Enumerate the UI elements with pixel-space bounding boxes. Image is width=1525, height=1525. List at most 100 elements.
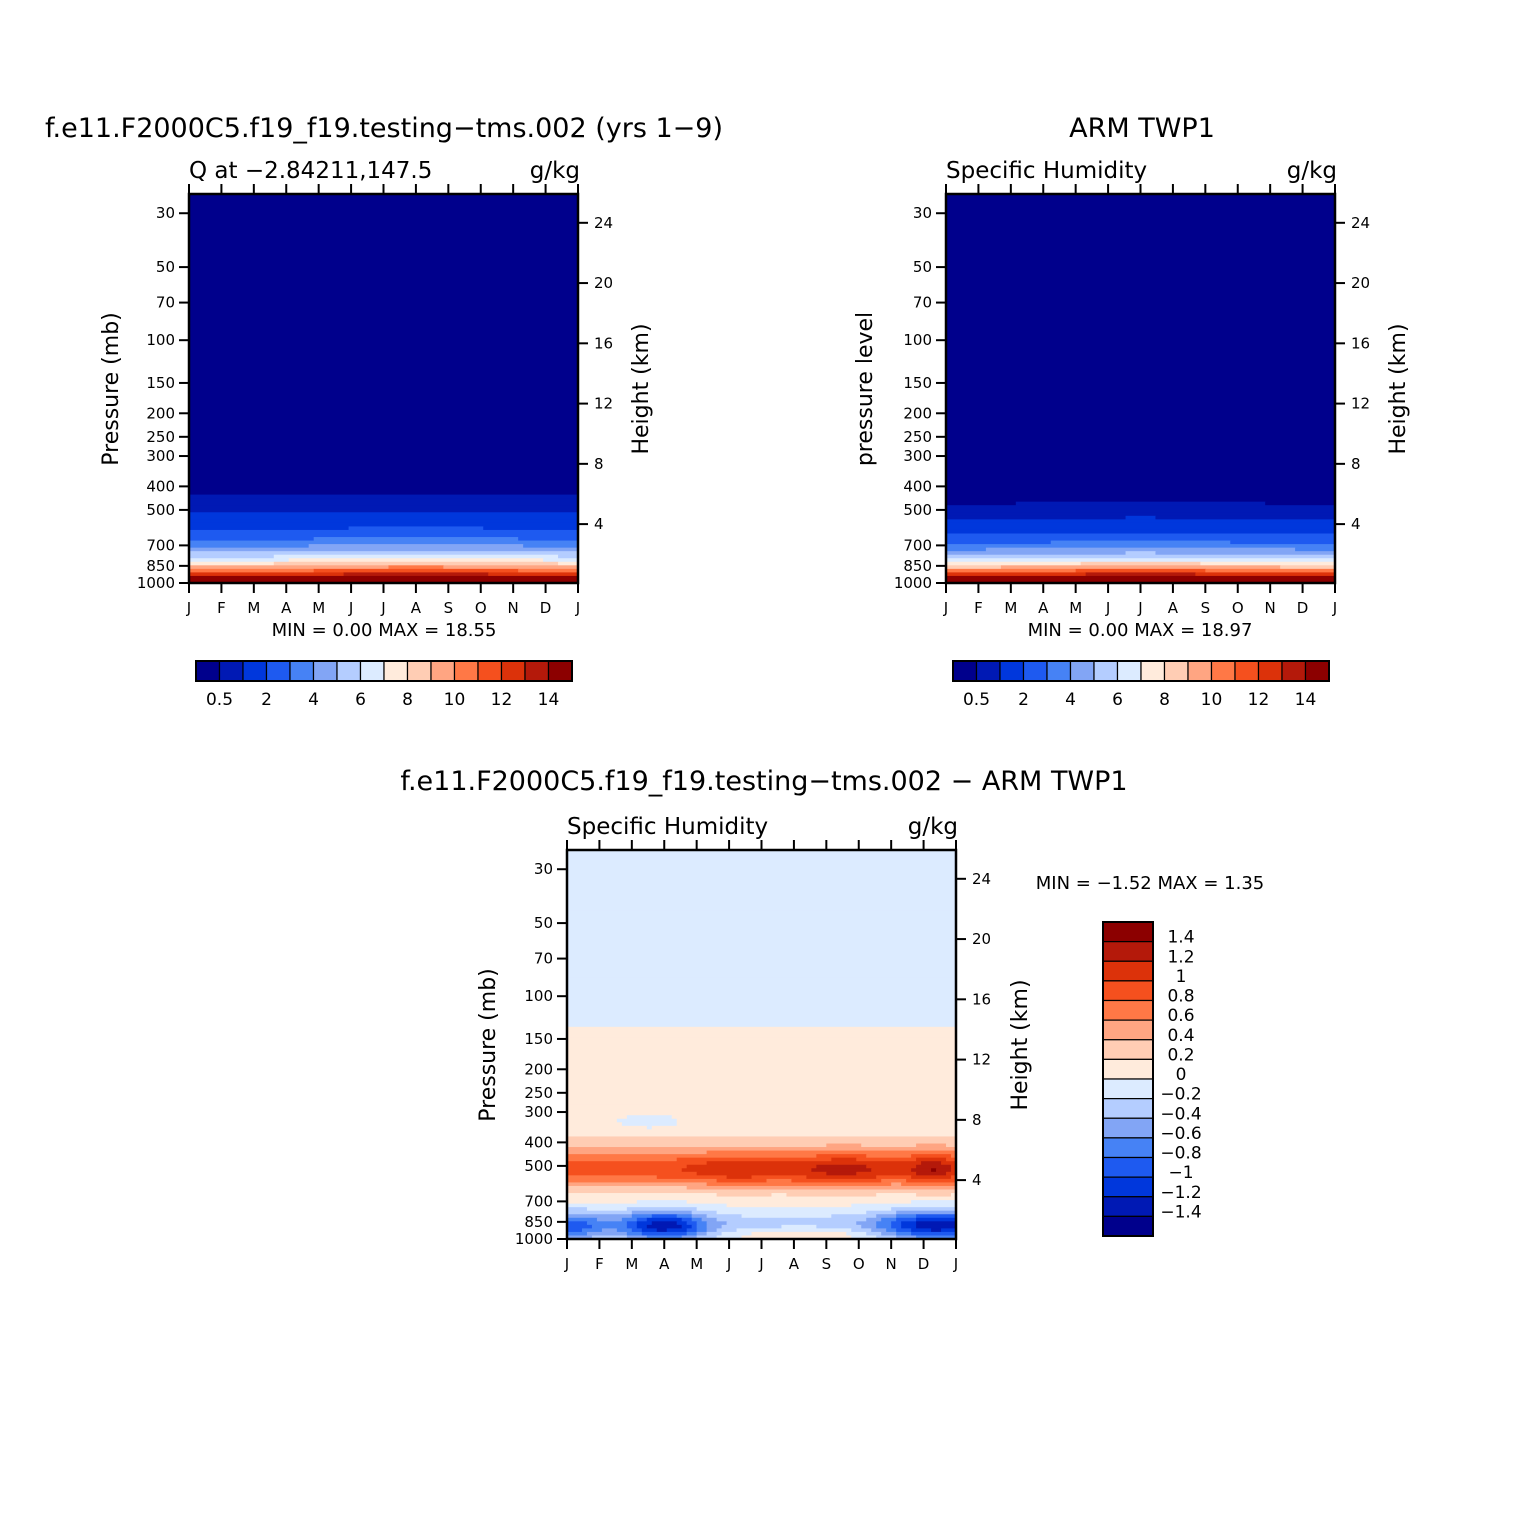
field-cell [911, 1200, 957, 1205]
field-cell [567, 1097, 957, 1102]
field-cell [567, 1196, 957, 1201]
field-cell [946, 1157, 957, 1162]
field-cell [189, 257, 579, 262]
field-cell [946, 218, 1336, 223]
field-cell [946, 338, 1336, 344]
field-cell [946, 448, 1336, 453]
field-cell [636, 1200, 688, 1205]
field-cell [189, 374, 579, 379]
field-cell [876, 1175, 912, 1180]
field-cell [946, 501, 1017, 506]
field-cell [681, 1235, 698, 1240]
field-cell [871, 1228, 887, 1233]
field-cell [189, 540, 579, 545]
field-cell [567, 867, 957, 872]
field-cell [946, 324, 1336, 329]
y-tick-label: 850 [146, 557, 175, 575]
field-cell [567, 1086, 957, 1092]
x-tick-label: M [312, 599, 325, 617]
y-right-tick-label: 4 [594, 515, 604, 533]
field-cell [896, 1231, 912, 1237]
x-tick-label: A [659, 1255, 670, 1273]
field-cell [543, 558, 579, 563]
field-cell [189, 537, 315, 542]
field-cell [343, 572, 489, 577]
field-cell [896, 1235, 917, 1240]
field-cell [567, 1101, 957, 1106]
field-cell [189, 331, 579, 337]
field-cell [189, 565, 390, 570]
field-cell [876, 1193, 917, 1198]
field-cell [189, 406, 579, 411]
y-tick-label: 70 [534, 950, 553, 968]
field-cell [946, 1171, 957, 1176]
field-cell [946, 239, 1336, 245]
field-cell [189, 264, 579, 269]
colorbar-swatch [430, 660, 456, 682]
colorbar-swatch [1102, 1196, 1154, 1217]
field-cell [596, 1217, 623, 1222]
y-tick-label: 400 [524, 1133, 553, 1151]
field-cell [189, 293, 579, 298]
field-cell [696, 1221, 708, 1226]
field-cell [946, 367, 1336, 372]
field-cell [901, 1221, 917, 1226]
field-cell [189, 522, 579, 528]
field-cell [946, 381, 1336, 386]
x-tick-label: O [1232, 599, 1244, 617]
y-tick-label: 250 [524, 1084, 553, 1102]
y-right-tick-label: 4 [972, 1171, 982, 1189]
colorbar-label: 1 [1176, 967, 1187, 987]
min-max-stats: MIN = 0.00 MAX = 18.97 [1028, 620, 1253, 641]
field-cell [189, 469, 579, 474]
field-cell [716, 1210, 867, 1215]
field-cell [189, 572, 345, 577]
colorbar-swatch [1102, 1156, 1154, 1178]
field-cell [681, 1217, 693, 1222]
field-cell [831, 1157, 857, 1162]
field-cell [866, 1210, 897, 1215]
field-cell [686, 1164, 817, 1169]
field-cell [726, 1175, 753, 1180]
field-cell [681, 1224, 693, 1229]
field-cell [591, 1224, 628, 1229]
colorbar-swatch [1046, 660, 1072, 682]
field-cell [876, 1221, 892, 1226]
colorbar-label: 0.8 [1167, 987, 1194, 1007]
field-cell [581, 1228, 603, 1233]
field-cell [616, 1118, 678, 1123]
field-cell [686, 1221, 698, 1226]
field-cell [656, 1228, 668, 1233]
field-cell [896, 1217, 917, 1222]
x-tick-label: F [217, 599, 226, 617]
x-tick-label: S [1201, 599, 1211, 617]
field-cell [616, 1228, 633, 1233]
colorbar-swatch [1102, 1058, 1154, 1080]
field-cell [946, 331, 1336, 337]
colorbar-label: 0.4 [1167, 1026, 1194, 1046]
field-cell [766, 1178, 793, 1184]
y-tick-label: 100 [146, 331, 175, 349]
field-cell [946, 321, 1336, 326]
field-cell [946, 483, 1336, 489]
field-cell [946, 452, 1336, 457]
field-cell [706, 1231, 723, 1237]
field-cell [791, 1178, 882, 1184]
field-cell [626, 1207, 698, 1212]
field-cell [896, 1214, 917, 1219]
colorbar-label: −0.2 [1160, 1085, 1201, 1105]
field-cell [676, 1122, 957, 1127]
field-cell [946, 204, 1336, 209]
x-tick-label: J [758, 1255, 763, 1273]
field-cell [781, 1224, 817, 1229]
field-cell [946, 353, 1336, 358]
field-cell [946, 399, 1336, 404]
field-cell [313, 568, 519, 573]
field-cell [946, 515, 1127, 520]
field-cell [189, 307, 579, 312]
field-cell [901, 1224, 917, 1229]
field-cell [946, 247, 1336, 252]
field-cell [706, 1214, 743, 1219]
colorbar-label: 6 [1112, 690, 1123, 710]
colorbar-swatch [453, 660, 479, 682]
